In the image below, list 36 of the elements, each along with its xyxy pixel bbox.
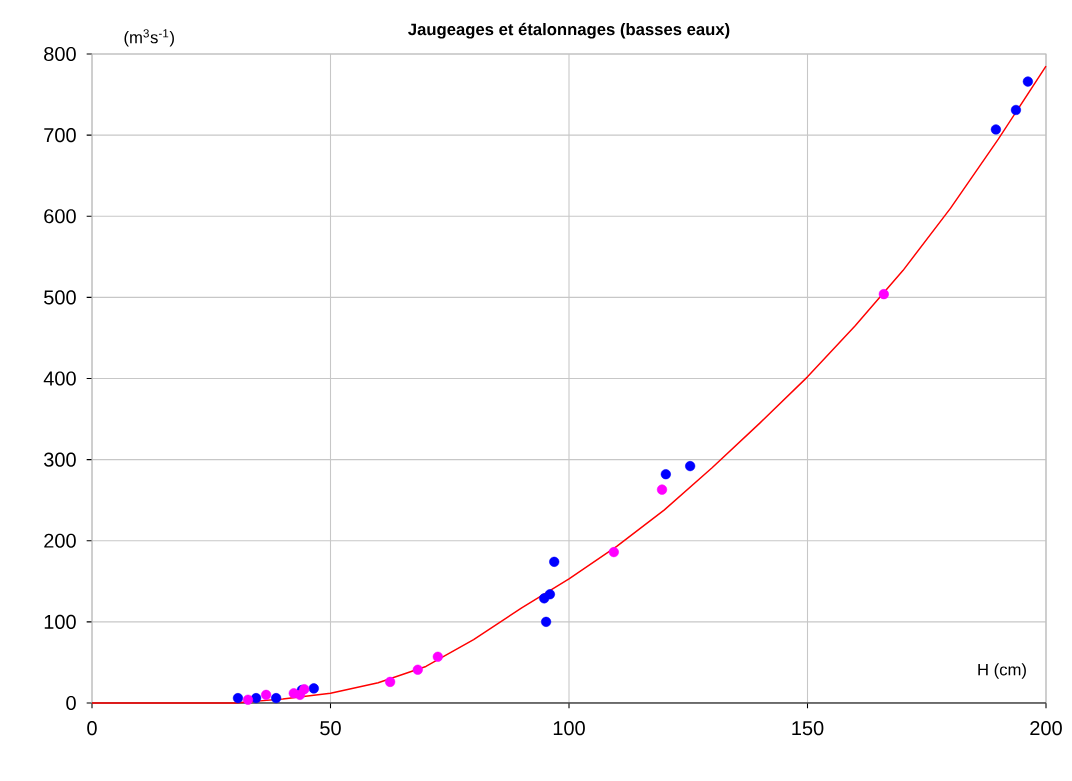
point <box>656 484 668 495</box>
point <box>608 547 619 558</box>
x-tick-label: 100 <box>553 721 585 736</box>
point <box>385 676 396 687</box>
point <box>660 469 671 480</box>
x-tick-label: 150 <box>792 721 824 736</box>
y-tick-label: 500 <box>44 290 76 305</box>
x-tick-label: 0 <box>87 721 97 736</box>
point <box>878 289 889 300</box>
x-tick-label: 50 <box>320 721 341 736</box>
y-tick-label: 600 <box>44 209 76 224</box>
point <box>271 693 282 704</box>
y-tick-label: 400 <box>43 371 76 386</box>
point <box>308 683 319 694</box>
y-axis-title: (m$^{3}$s$^{-1}$) <box>124 29 174 47</box>
y-tick-label: 800 <box>44 46 76 62</box>
point <box>1022 76 1033 87</box>
point <box>1010 104 1022 116</box>
point <box>549 556 560 567</box>
y-tick-label: 200 <box>44 533 76 548</box>
point <box>685 461 696 472</box>
point <box>990 124 1001 135</box>
point <box>242 694 254 705</box>
y-tick-label: 100 <box>44 614 76 629</box>
point <box>261 689 272 700</box>
point <box>412 664 423 675</box>
x-tick-label: 200 <box>1030 721 1062 736</box>
y-tick-label: 700 <box>44 128 76 143</box>
y-tick-label: 300 <box>44 452 76 467</box>
point <box>432 651 443 662</box>
x-axis-title: H (cm) <box>978 663 1026 679</box>
chart-title: Jaugeages et étalonnages (basses eaux) <box>408 22 730 39</box>
point <box>544 589 555 600</box>
point <box>232 693 244 704</box>
y-tick-label: 0 <box>66 695 76 711</box>
point <box>541 616 552 627</box>
